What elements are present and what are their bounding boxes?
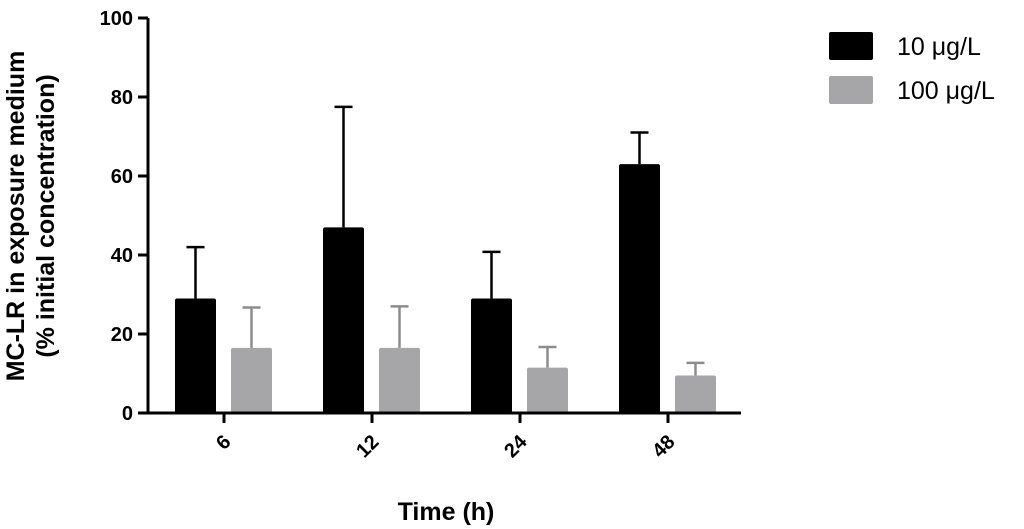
bar-series1-48 xyxy=(619,164,660,413)
y-tick-label-20: 20 xyxy=(111,324,133,346)
error-bar-series1-6 xyxy=(186,245,205,299)
y-axis-title-line1: MC-LR in exposure medium xyxy=(2,51,30,382)
bar-series1-24 xyxy=(471,298,512,413)
legend-swatch-2 xyxy=(829,76,873,104)
x-tick-label-6: 6 xyxy=(212,431,235,454)
legend: 10 μg/L 100 μg/L xyxy=(829,32,995,105)
legend-label-1: 10 μg/L xyxy=(897,33,981,61)
error-bar-series1-48 xyxy=(630,131,649,165)
y-axis-title: MC-LR in exposure medium (% initial conc… xyxy=(2,51,60,382)
error-bar-series1-24 xyxy=(482,250,501,299)
legend-label-2: 100 μg/L xyxy=(897,77,995,105)
legend-swatch-1 xyxy=(829,32,873,60)
x-axis-title: Time (h) xyxy=(398,498,495,526)
y-tick-label-0: 0 xyxy=(122,403,133,425)
y-tick-label-40: 40 xyxy=(111,245,133,267)
y-axis-title-line2: (% initial concentration) xyxy=(32,74,60,357)
bar-series2-48 xyxy=(675,375,716,413)
y-tick-label-80: 80 xyxy=(111,87,133,109)
error-bar-series2-6 xyxy=(242,306,261,348)
y-tick-label-60: 60 xyxy=(111,166,133,188)
bar-series2-12 xyxy=(379,347,420,413)
bar-series2-6 xyxy=(231,347,272,413)
x-tick-label-24: 24 xyxy=(500,430,532,462)
bars-layer xyxy=(175,105,716,413)
x-tick-label-12: 12 xyxy=(352,431,383,462)
bar-series2-24 xyxy=(527,367,568,413)
error-bar-series2-24 xyxy=(538,345,557,368)
bar-series1-12 xyxy=(323,227,364,413)
x-tick-label-48: 48 xyxy=(648,431,679,462)
bar-series1-6 xyxy=(175,298,216,413)
axes-layer: 0 20 40 60 80 100 6 12 24 48 xyxy=(100,8,741,462)
error-bar-series1-12 xyxy=(334,105,353,228)
y-tick-label-100: 100 xyxy=(100,8,133,30)
error-bar-series2-48 xyxy=(686,361,705,376)
error-bar-series2-12 xyxy=(390,305,409,348)
